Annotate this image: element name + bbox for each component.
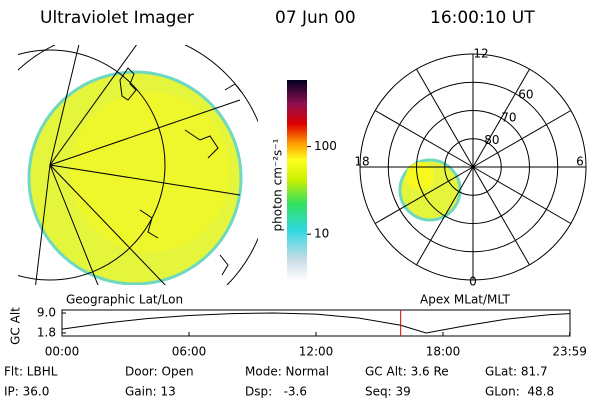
polar-ring-label: 60 [518, 88, 533, 102]
mlt-label: 12 [473, 47, 488, 61]
info-field: GC Alt: 3.6 Re [365, 365, 449, 379]
alt-x-tick-label: 06:00 [172, 345, 207, 359]
mlt-label: 6 [576, 155, 584, 169]
alt-x-tick-label: 23:59 [552, 345, 587, 359]
colorbar-label: photon cm⁻²s⁻¹ [271, 138, 285, 231]
polar-ring [444, 138, 502, 196]
alt-ylabel: GC Alt [9, 307, 23, 345]
info-field: GLon: 48.8 [485, 385, 554, 399]
aurora-core [406, 162, 434, 190]
colorbar-tick-label: 100 [314, 139, 337, 153]
polar-ring [416, 110, 530, 224]
info-field: Flt: LBHL [4, 365, 58, 379]
colorbar [287, 80, 307, 280]
polar-ring [387, 81, 559, 253]
title: Ultraviolet Imager [40, 8, 194, 28]
info-field: Gain: 13 [125, 385, 176, 399]
info-field: Door: Open [125, 365, 194, 379]
alt-y-tick-label: 1.8 [37, 325, 56, 339]
polar-label: Apex MLat/MLT [420, 293, 510, 307]
info-field: IP: 36.0 [4, 385, 49, 399]
geo-label: Geographic Lat/Lon [66, 293, 183, 307]
info-field: GLat: 81.7 [485, 365, 548, 379]
alt-x-tick-label: 18:00 [426, 345, 461, 359]
info-field: Dsp: -3.6 [245, 385, 307, 399]
geo-image [18, 45, 258, 285]
info-field: Seq: 39 [365, 385, 411, 399]
alt-x-tick-label: 00:00 [45, 345, 80, 359]
date: 07 Jun 00 [275, 8, 356, 28]
mlt-label: 0 [469, 275, 477, 289]
time: 16:00:10 UT [430, 8, 535, 28]
alt-curve [61, 312, 571, 334]
colorbar-tick-label: 10 [314, 227, 329, 241]
mlt-label: 18 [354, 155, 369, 169]
polar-ring-label: 80 [484, 133, 499, 147]
alt-y-tick-label: 9.0 [37, 306, 56, 320]
polar-ring-label: 70 [501, 110, 516, 124]
info-field: Mode: Normal [245, 365, 329, 379]
alt-x-tick-label: 12:00 [299, 345, 334, 359]
